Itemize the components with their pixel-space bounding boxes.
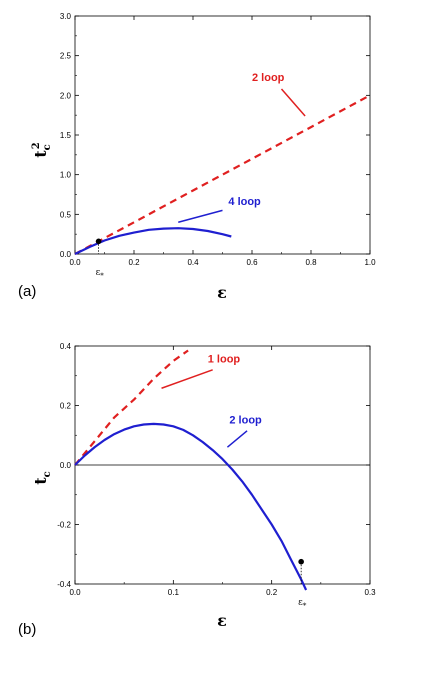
y-axis-label: tc2	[31, 142, 53, 157]
x-tick-label: 0.8	[305, 258, 317, 267]
series-line-2-loop	[74, 422, 308, 591]
panel-b: 0.0 0.1 0.2 0.3 -0.4 -0.2 0.0 0.2 0.4 1 loop 2 loo…	[18, 342, 376, 638]
y-tick-label: 1.0	[60, 171, 72, 180]
panel-label: (a)	[18, 283, 36, 300]
annotation-label: 4 loop	[228, 196, 261, 208]
marker-label-subscript: *	[100, 272, 104, 280]
y-tick-label: -0.4	[57, 580, 71, 589]
marker-label: ε*	[96, 268, 105, 280]
panel-a: 0.0 0.2 0.4 0.6 0.8 1.0 0.0 0.5 1.0 1.5 2.0 2.5 3.0 2…	[18, 12, 376, 302]
marker-label: ε*	[298, 598, 307, 610]
annotation-pointer	[178, 209, 223, 223]
x-tick-label: 1.0	[364, 258, 376, 267]
x-tick-label: 0.1	[168, 588, 180, 597]
annotation-pointer	[161, 369, 213, 389]
y-axis-label-subscript: c	[42, 471, 53, 477]
y-tick-label: -0.2	[57, 521, 71, 530]
annotation-label: 1 loop	[208, 353, 241, 365]
plot-frame	[74, 15, 371, 255]
y-tick-label: 2.0	[60, 91, 72, 100]
y-tick-label: 0.5	[60, 210, 72, 219]
y-tick-label: 0.4	[60, 342, 72, 351]
y-tick-label: 0.2	[60, 402, 72, 411]
x-tick-label: 0.3	[364, 588, 376, 597]
y-tick-label: 2.5	[60, 52, 72, 61]
series-line-4-loop	[74, 227, 232, 255]
y-tick-label: 0.0	[60, 461, 72, 470]
marker-label-subscript: *	[303, 602, 307, 610]
y-axis-label-superscript: 2	[31, 142, 42, 149]
x-tick-label: 0.6	[246, 258, 258, 267]
y-tick-label: 1.5	[60, 131, 72, 140]
annotation-pointer	[280, 88, 306, 117]
marker-point	[298, 558, 304, 565]
x-tick-label: 0.0	[69, 588, 81, 597]
annotation-pointer	[226, 430, 248, 448]
x-tick-label: 0.2	[128, 258, 140, 267]
annotation-label: 2 loop	[252, 72, 285, 84]
series-line-2-loop	[74, 94, 371, 255]
x-tick-label: 0.0	[69, 258, 81, 267]
y-tick-label: 3.0	[60, 12, 72, 21]
x-tick-label: 0.4	[187, 258, 199, 267]
x-axis-label: ε	[217, 283, 227, 302]
annotation-label: 2 loop	[229, 414, 262, 426]
panel-label: (b)	[18, 621, 36, 638]
x-tick-label: 0.2	[266, 588, 278, 597]
series-line-1-loop	[74, 349, 189, 466]
marker-point	[95, 238, 102, 245]
y-axis-label: tc	[31, 471, 53, 484]
x-axis-label: ε	[217, 611, 227, 630]
y-axis-label-subscript: c	[42, 144, 53, 150]
y-tick-label: 0.0	[60, 250, 72, 259]
